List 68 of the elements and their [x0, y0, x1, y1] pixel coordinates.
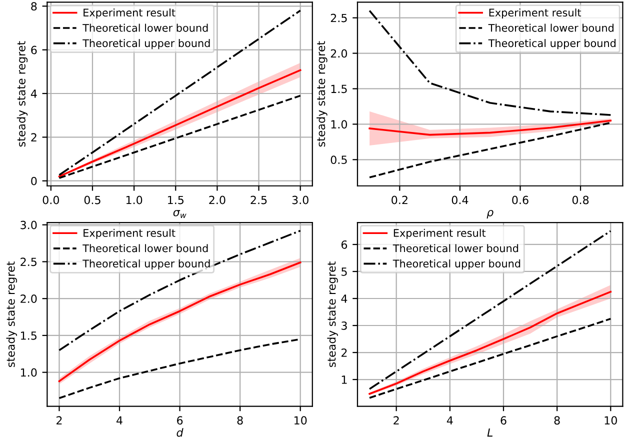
line-series	[368, 318, 612, 399]
x-tick-label: 0.0	[42, 196, 60, 204]
x-tick-label: 1.5	[168, 196, 184, 204]
x-tick-label: 8	[237, 416, 243, 425]
x-tick-label: 1.0	[126, 196, 142, 204]
y-axis-title: steady state regret	[16, 41, 28, 147]
x-axis-title: σ$_{w}$	[173, 210, 186, 218]
y-tick-label: 3.0	[20, 220, 37, 230]
y-tick-label: 4	[341, 294, 348, 303]
x-tick-label: 10	[294, 416, 307, 425]
x-tick-label: 2.0	[209, 196, 226, 204]
x-tick-label: 8	[554, 416, 560, 425]
y-tick-label: 2.0	[330, 49, 348, 58]
x-axis-title: ρ	[486, 210, 494, 218]
line-series	[58, 230, 302, 352]
x-tick-label: 0.8	[572, 196, 589, 204]
legend-label: Experiment result	[84, 8, 176, 19]
x-tick-label: 2	[394, 416, 399, 424]
y-tick-label: 8	[31, 2, 37, 11]
x-axis-title: L	[487, 428, 493, 437]
y-axis-title: steady state regret	[316, 41, 328, 147]
legend-label: Theoretical lower bound	[488, 24, 614, 32]
legend-label: Experiment result	[84, 228, 176, 239]
y-tick-label: 4	[30, 90, 37, 98]
y-tick-label: 2.0	[20, 294, 37, 303]
x-tick-label: 0.5	[84, 196, 100, 204]
legend-label: Theoretical upper bound	[82, 259, 210, 270]
y-tick-label: 2.5	[330, 14, 347, 22]
x-tick-label: 4	[446, 416, 453, 424]
x-tick-label: 3.0	[292, 196, 308, 204]
y-tick-label: 2.5	[20, 258, 36, 266]
x-tick-label: 10	[604, 416, 617, 425]
x-tick-label: 2	[56, 416, 62, 424]
y-tick-label: 1.5	[331, 84, 347, 94]
line-series	[58, 10, 302, 176]
x-axis-title: d	[176, 428, 184, 437]
x-tick-label: 0.2	[392, 196, 408, 204]
legend-label: Theoretical upper bound	[392, 259, 520, 270]
x-tick-label: 4	[116, 416, 122, 424]
x-tick-label: 6	[177, 416, 183, 425]
line-series	[368, 122, 612, 178]
x-tick-label: 6	[500, 416, 506, 425]
legend-label: Theoretical upper bound	[488, 39, 616, 50]
y-tick-label: 3	[342, 321, 347, 330]
y-tick-label: 6	[341, 240, 348, 249]
y-tick-label: 6	[31, 46, 37, 54]
line-series	[368, 230, 612, 390]
y-tick-label: 2	[342, 348, 347, 357]
y-tick-label: 0	[31, 176, 37, 186]
y-axis-title: steady state regret	[6, 262, 18, 368]
y-tick-label: 1.0	[21, 368, 37, 377]
y-tick-label: 2	[31, 133, 36, 142]
legend-label: Theoretical lower bound	[392, 244, 518, 252]
y-tick-label: 1.5	[21, 332, 36, 340]
y-tick-label: 0.5	[330, 156, 347, 164]
y-tick-label: 1.0	[331, 120, 348, 129]
y-tick-label: 5	[342, 268, 347, 276]
line-series	[368, 120, 612, 136]
x-tick-label: 2.5	[250, 196, 267, 204]
y-axis-title: steady state regret	[327, 262, 338, 368]
legend-label: Experiment result	[394, 228, 486, 239]
y-tick-label: 1	[342, 376, 347, 384]
x-tick-label: 0.6	[512, 196, 528, 204]
x-tick-label: 0.4	[452, 196, 468, 204]
legend-label: Experiment result	[489, 8, 582, 19]
legend-label: Theoretical upper bound	[82, 39, 210, 50]
legend-label: Theoretical lower bound	[82, 244, 208, 252]
legend-label: Theoretical lower bound	[82, 24, 208, 32]
